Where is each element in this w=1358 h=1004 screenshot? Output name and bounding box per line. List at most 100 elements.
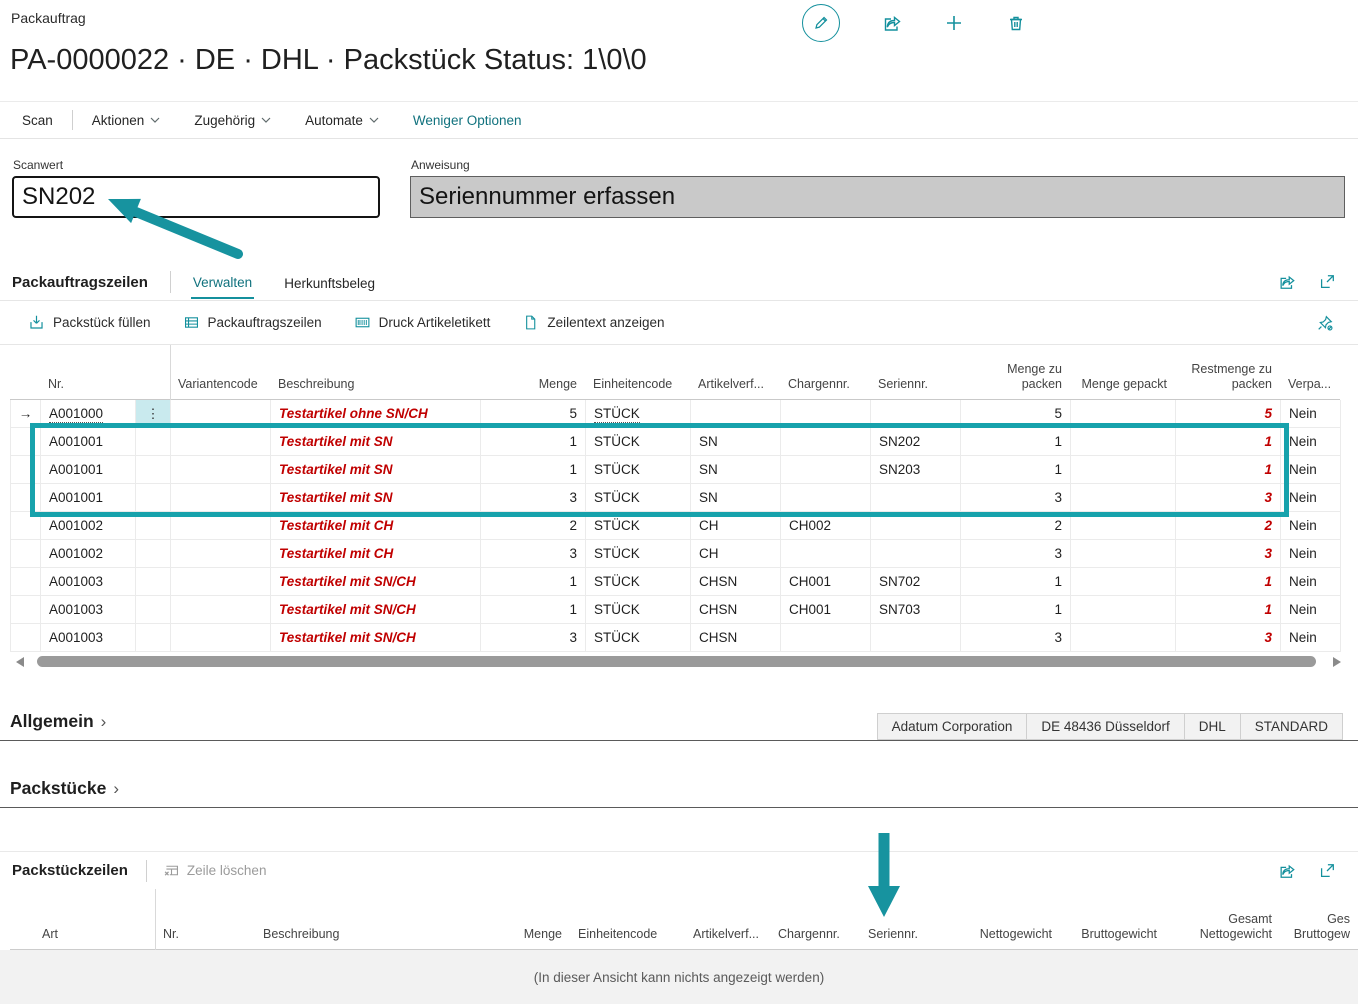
- cell-menge-zu-packen[interactable]: 3: [961, 484, 1071, 512]
- row-options-menu-icon[interactable]: ⋮: [136, 400, 171, 428]
- cell-nr[interactable]: A001001: [41, 456, 136, 484]
- cell-einheitencode[interactable]: STÜCK: [586, 624, 691, 652]
- toolbar-button-zeilentext-anzeigen[interactable]: Zeilentext anzeigen: [522, 314, 665, 331]
- cell-restmenge-zu-packen[interactable]: 3: [1176, 484, 1281, 512]
- cell-einheitencode[interactable]: STÜCK: [586, 512, 691, 540]
- table-row[interactable]: A001002 Testartikel mit CH 2 STÜCK CH CH002 2 2…: [10, 512, 1341, 540]
- share-icon[interactable]: [882, 13, 902, 33]
- column-header[interactable]: Seriennr.: [868, 927, 919, 942]
- cell-verpa[interactable]: Nein: [1281, 596, 1341, 624]
- cell-nr[interactable]: A001000: [41, 400, 136, 428]
- cell-menge[interactable]: 2: [481, 512, 586, 540]
- cell-seriennr[interactable]: [871, 540, 961, 568]
- add-icon[interactable]: [944, 13, 964, 33]
- cell-verpa[interactable]: Nein: [1281, 484, 1341, 512]
- cell-menge[interactable]: 1: [481, 568, 586, 596]
- cell-variantencode[interactable]: [171, 400, 271, 428]
- cell-beschreibung[interactable]: Testartikel mit CH: [271, 540, 481, 568]
- toolbar-button-packstueck-fuellen[interactable]: Packstück füllen: [28, 314, 151, 331]
- cell-seriennr[interactable]: [871, 624, 961, 652]
- delete-line-button-disabled[interactable]: Zeile löschen: [163, 862, 266, 879]
- cell-artikelverf[interactable]: CH: [691, 512, 781, 540]
- cell-artikelverf[interactable]: SN: [691, 428, 781, 456]
- cell-restmenge-zu-packen[interactable]: 1: [1176, 596, 1281, 624]
- cell-beschreibung[interactable]: Testartikel mit CH: [271, 512, 481, 540]
- row-indicator[interactable]: [11, 456, 41, 484]
- cell-menge-gepackt[interactable]: [1071, 512, 1176, 540]
- table-row[interactable]: A001002 Testartikel mit CH 3 STÜCK CH 3 3 Nein: [10, 540, 1341, 568]
- row-menu[interactable]: [136, 624, 171, 652]
- row-menu[interactable]: [136, 456, 171, 484]
- cell-menge-gepackt[interactable]: [1071, 484, 1176, 512]
- cell-nr[interactable]: A001002: [41, 512, 136, 540]
- share-icon[interactable]: [1278, 273, 1296, 291]
- cell-menge-zu-packen[interactable]: 2: [961, 512, 1071, 540]
- column-header[interactable]: Chargennr.: [788, 377, 850, 392]
- scrollbar-thumb[interactable]: [37, 656, 1316, 667]
- row-indicator[interactable]: [11, 484, 41, 512]
- cell-variantencode[interactable]: [171, 568, 271, 596]
- cell-variantencode[interactable]: [171, 624, 271, 652]
- column-header[interactable]: Gesamt Nettogewicht: [1199, 911, 1272, 942]
- cell-einheitencode[interactable]: STÜCK: [586, 456, 691, 484]
- cell-variantencode[interactable]: [171, 540, 271, 568]
- column-header[interactable]: Beschreibung: [263, 927, 340, 942]
- column-header[interactable]: Beschreibung: [278, 377, 355, 392]
- table-row[interactable]: A001001 Testartikel mit SN 3 STÜCK SN 3 3 Nein: [10, 484, 1341, 512]
- cell-chargennr[interactable]: [781, 540, 871, 568]
- cell-restmenge-zu-packen[interactable]: 3: [1176, 540, 1281, 568]
- cell-beschreibung[interactable]: Testartikel mit SN: [271, 456, 481, 484]
- menu-item-zugehoerig[interactable]: Zugehörig: [194, 113, 271, 128]
- cell-einheitencode[interactable]: STÜCK: [586, 596, 691, 624]
- cell-seriennr[interactable]: SN202: [871, 428, 961, 456]
- column-header[interactable]: Artikelverf...: [693, 927, 759, 942]
- cell-restmenge-zu-packen[interactable]: 3: [1176, 624, 1281, 652]
- cell-menge-gepackt[interactable]: [1071, 428, 1176, 456]
- column-header[interactable]: Menge zu packen: [1007, 361, 1062, 392]
- cell-menge-gepackt[interactable]: [1071, 400, 1176, 428]
- row-indicator[interactable]: [11, 428, 41, 456]
- cell-menge[interactable]: 1: [481, 456, 586, 484]
- cell-seriennr[interactable]: [871, 400, 961, 428]
- cell-einheitencode[interactable]: STÜCK: [586, 428, 691, 456]
- cell-restmenge-zu-packen[interactable]: 2: [1176, 512, 1281, 540]
- cell-verpa[interactable]: Nein: [1281, 400, 1341, 428]
- table-row[interactable]: A001003 Testartikel mit SN/CH 3 STÜCK CHSN 3 3…: [10, 624, 1341, 652]
- cell-menge-zu-packen[interactable]: 1: [961, 456, 1071, 484]
- column-header[interactable]: Art: [42, 927, 58, 942]
- row-menu[interactable]: [136, 596, 171, 624]
- cell-menge-gepackt[interactable]: [1071, 624, 1176, 652]
- cell-artikelverf[interactable]: CHSN: [691, 568, 781, 596]
- row-menu[interactable]: [136, 484, 171, 512]
- toolbar-button-druck-artikeletikett[interactable]: Druck Artikeletikett: [354, 314, 490, 331]
- cell-menge[interactable]: 1: [481, 596, 586, 624]
- cell-menge-gepackt[interactable]: [1071, 456, 1176, 484]
- column-header[interactable]: Menge: [523, 927, 562, 942]
- open-in-window-icon[interactable]: [1318, 273, 1336, 291]
- cell-verpa[interactable]: Nein: [1281, 624, 1341, 652]
- row-indicator[interactable]: [11, 512, 41, 540]
- cell-seriennr[interactable]: [871, 484, 961, 512]
- cell-menge-zu-packen[interactable]: 5: [961, 400, 1071, 428]
- cell-variantencode[interactable]: [171, 596, 271, 624]
- cell-menge-zu-packen[interactable]: 1: [961, 568, 1071, 596]
- cell-chargennr[interactable]: [781, 428, 871, 456]
- cell-restmenge-zu-packen[interactable]: 5: [1176, 400, 1281, 428]
- fasttab-packstuecke-toggle[interactable]: Packstücke ›: [10, 778, 119, 799]
- cell-einheitencode[interactable]: STÜCK: [586, 540, 691, 568]
- selected-row-arrow-icon[interactable]: →: [11, 400, 41, 428]
- scan-input[interactable]: [12, 176, 380, 218]
- cell-beschreibung[interactable]: Testartikel mit SN: [271, 428, 481, 456]
- row-indicator[interactable]: [11, 540, 41, 568]
- row-menu[interactable]: [136, 512, 171, 540]
- cell-seriennr[interactable]: SN703: [871, 596, 961, 624]
- column-header[interactable]: Einheitencode: [578, 927, 658, 942]
- row-menu[interactable]: [136, 568, 171, 596]
- cell-verpa[interactable]: Nein: [1281, 428, 1341, 456]
- cell-verpa[interactable]: Nein: [1281, 540, 1341, 568]
- column-header[interactable]: Artikelverf...: [698, 377, 764, 392]
- cell-nr[interactable]: A001003: [41, 596, 136, 624]
- cell-menge-zu-packen[interactable]: 3: [961, 540, 1071, 568]
- cell-verpa[interactable]: Nein: [1281, 512, 1341, 540]
- column-header[interactable]: Restmenge zu packen: [1191, 361, 1272, 392]
